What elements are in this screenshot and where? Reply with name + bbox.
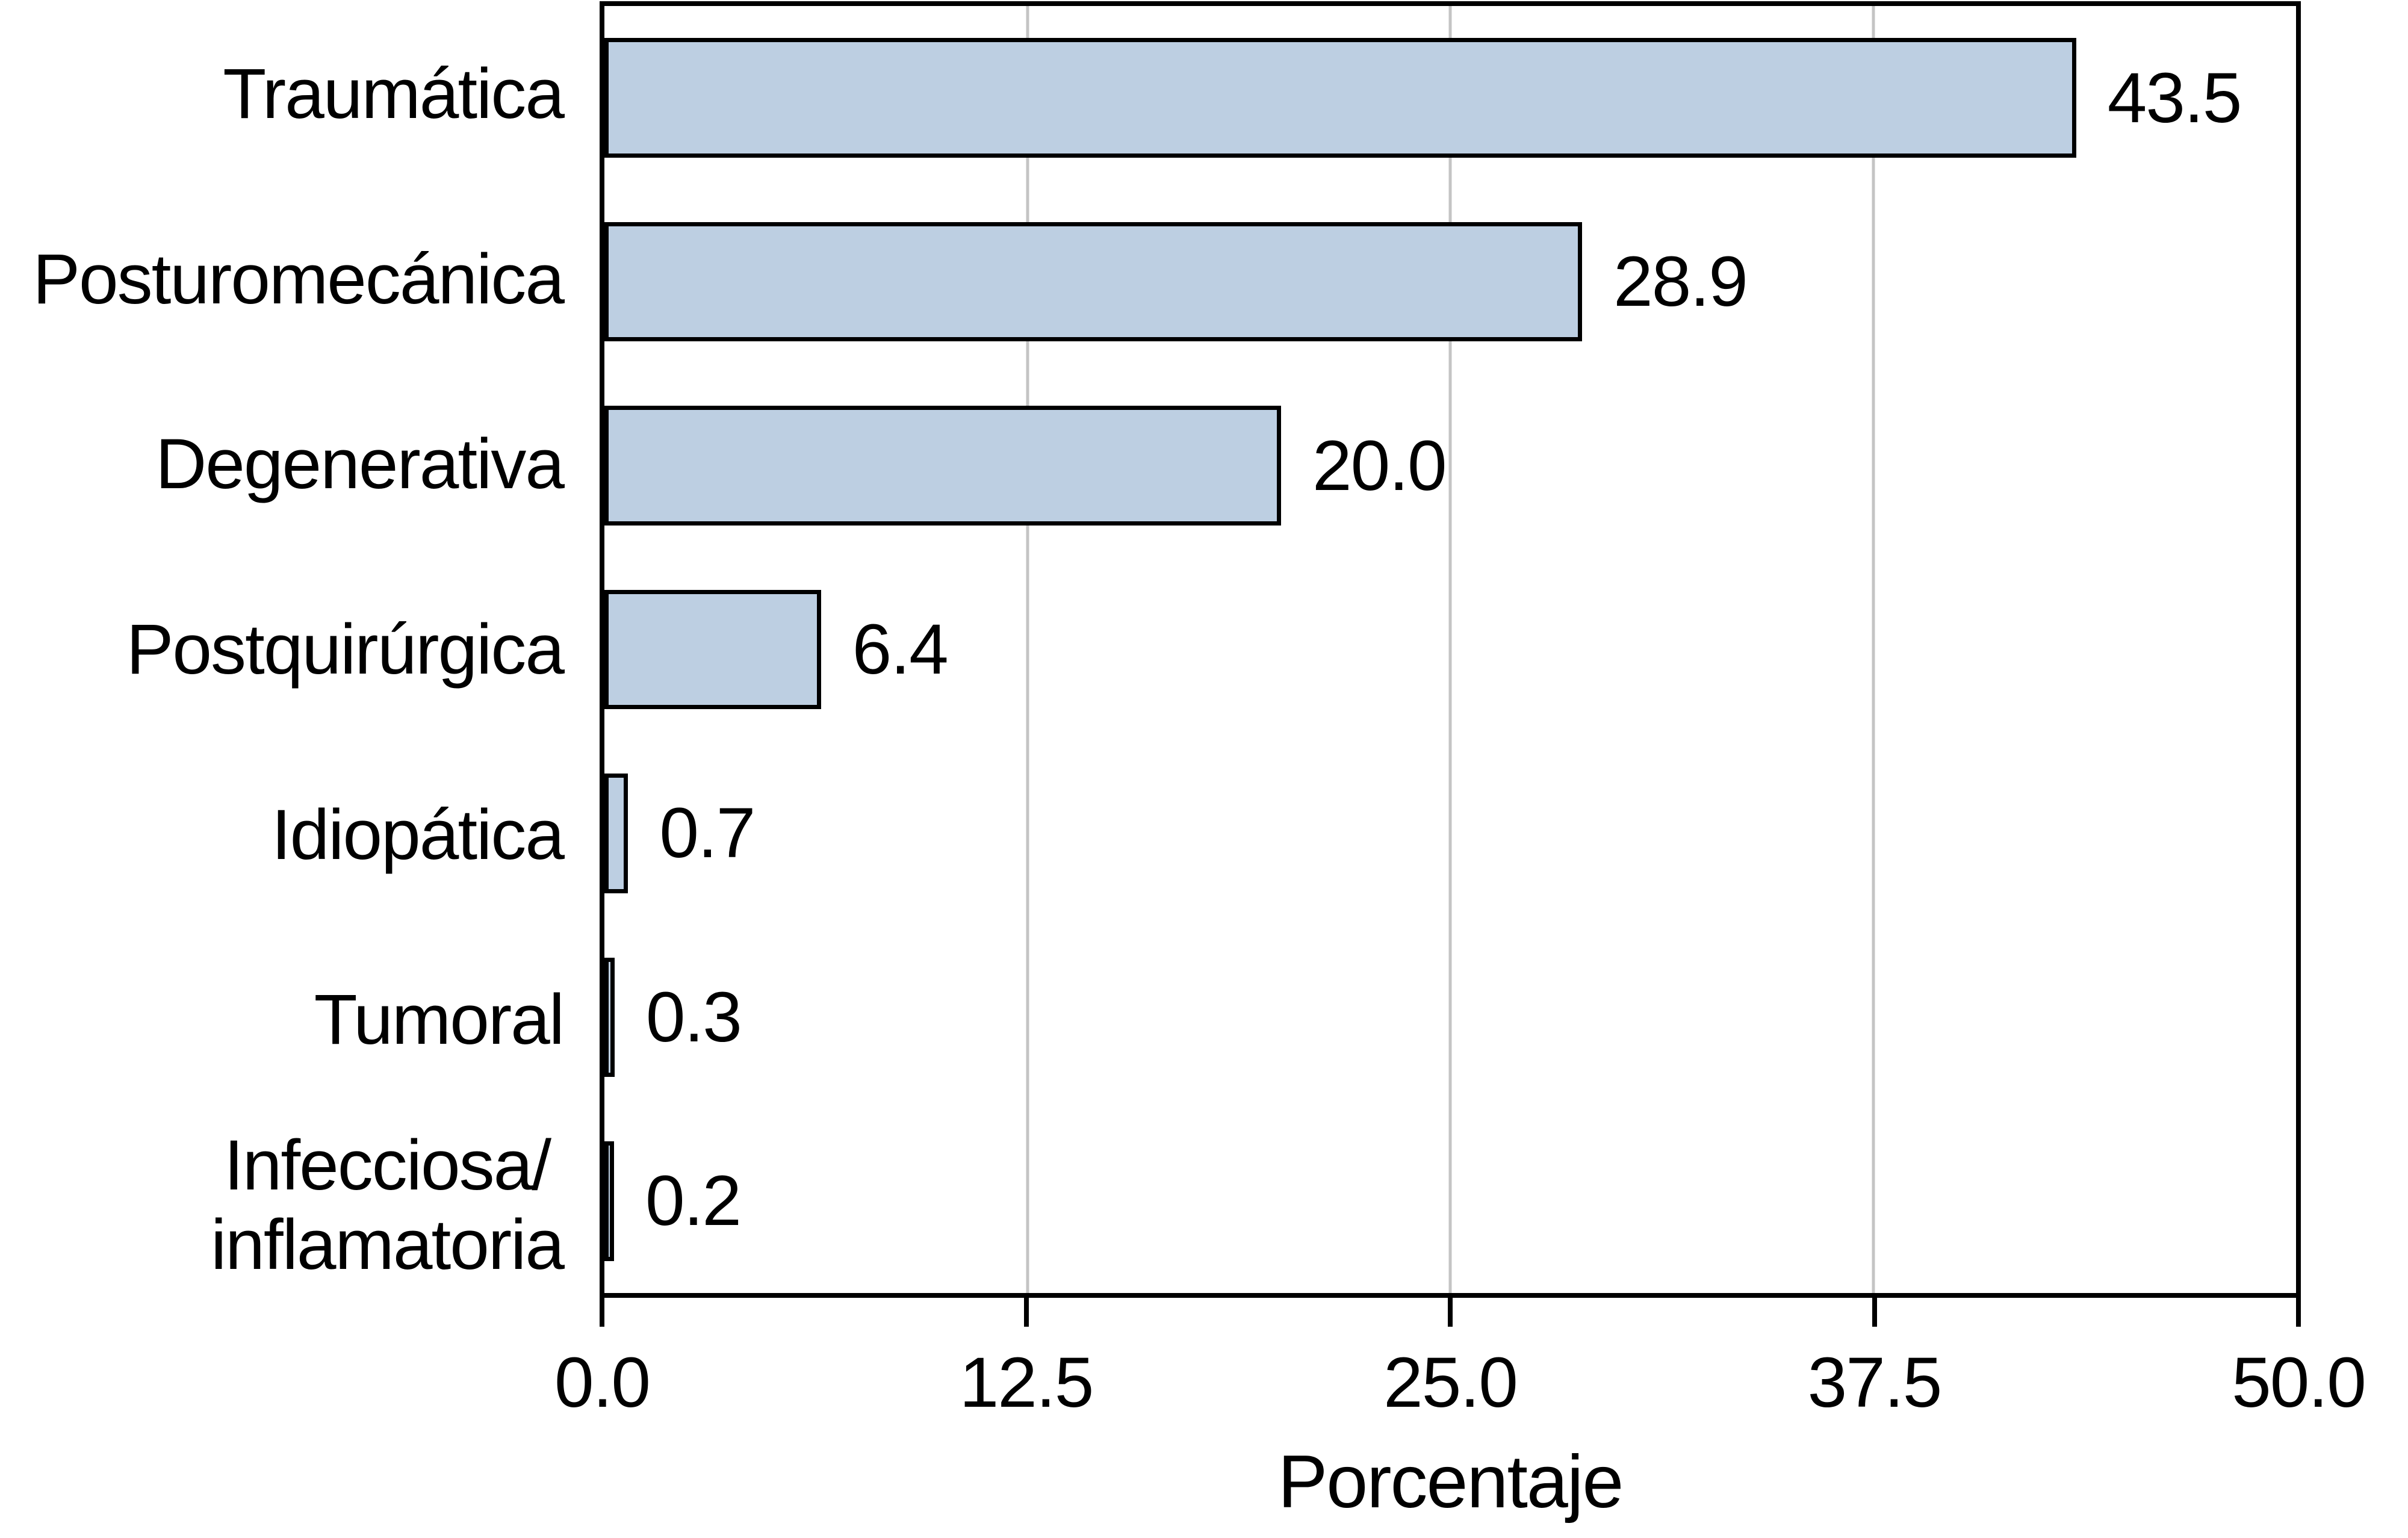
x-tick-label: 12.5 [959,1343,1094,1422]
x-tick [1448,1298,1453,1327]
category-cell: Traumática [0,1,582,187]
x-tick [600,1298,604,1327]
bar-rows: 43.5 28.9 20.0 6.4 0.7 0.3 0.2 [604,6,2296,1293]
bar [604,1141,614,1261]
bar [604,222,1583,342]
bar-row: 0.2 [604,1109,2296,1293]
x-axis: 0.0 12.5 25.0 37.5 50.0 [554,1298,2366,1538]
x-tick-label: 50.0 [2232,1343,2366,1422]
category-cell: Posturomecánica [0,187,582,372]
bar-row: 43.5 [604,6,2296,190]
x-tick [1023,1298,1029,1327]
y-axis-category-labels: Traumática Posturomecánica Degenerativa Pos… [0,1,582,1298]
gridline-12.5 [1026,6,1029,1293]
category-cell: Degenerativa [0,371,582,557]
category-label: Infecciosa/ inflamatoria [211,1126,565,1285]
category-label: Posturomecánica [33,239,565,319]
category-label: Tumoral [314,980,565,1060]
bar [604,589,821,710]
x-tick-label: 25.0 [1383,1343,1518,1422]
x-tick [1872,1298,1877,1327]
x-tick-label: 37.5 [1807,1343,1943,1422]
value-label: 0.7 [659,793,756,873]
category-cell: Idiopática [0,742,582,928]
gridline-37.5 [1872,6,1875,1293]
category-label: Idiopática [271,795,565,875]
category-label: Traumática [223,54,565,134]
value-label: 0.3 [645,977,742,1057]
value-label: 28.9 [1613,242,1748,322]
bar [604,38,2076,158]
category-cell: Infecciosa/ inflamatoria [0,1112,582,1298]
value-label: 0.2 [645,1161,742,1241]
value-label: 43.5 [2107,58,2242,138]
x-tick-label: 0.0 [554,1343,651,1422]
category-label: Degenerativa [155,424,565,504]
category-cell: Tumoral [0,928,582,1113]
bar-row: 28.9 [604,190,2296,373]
gridline-25 [1448,6,1452,1293]
bar [604,406,1281,526]
bar [604,957,615,1078]
bar-row: 20.0 [604,374,2296,557]
bar-row: 6.4 [604,557,2296,741]
grid-layer [604,6,2296,1293]
category-label: Postquirúrgica [126,609,565,689]
plot-area: 43.5 28.9 20.0 6.4 0.7 0.3 0.2 [600,1,2301,1298]
x-tick [2296,1298,2301,1327]
bar-row: 0.3 [604,925,2296,1109]
x-axis-title: Porcentaje [1277,1440,1624,1524]
bar-row: 0.7 [604,742,2296,925]
value-label: 6.4 [852,609,949,689]
value-label: 20.0 [1312,426,1447,506]
category-cell: Postquirúrgica [0,557,582,742]
bar [604,774,628,893]
